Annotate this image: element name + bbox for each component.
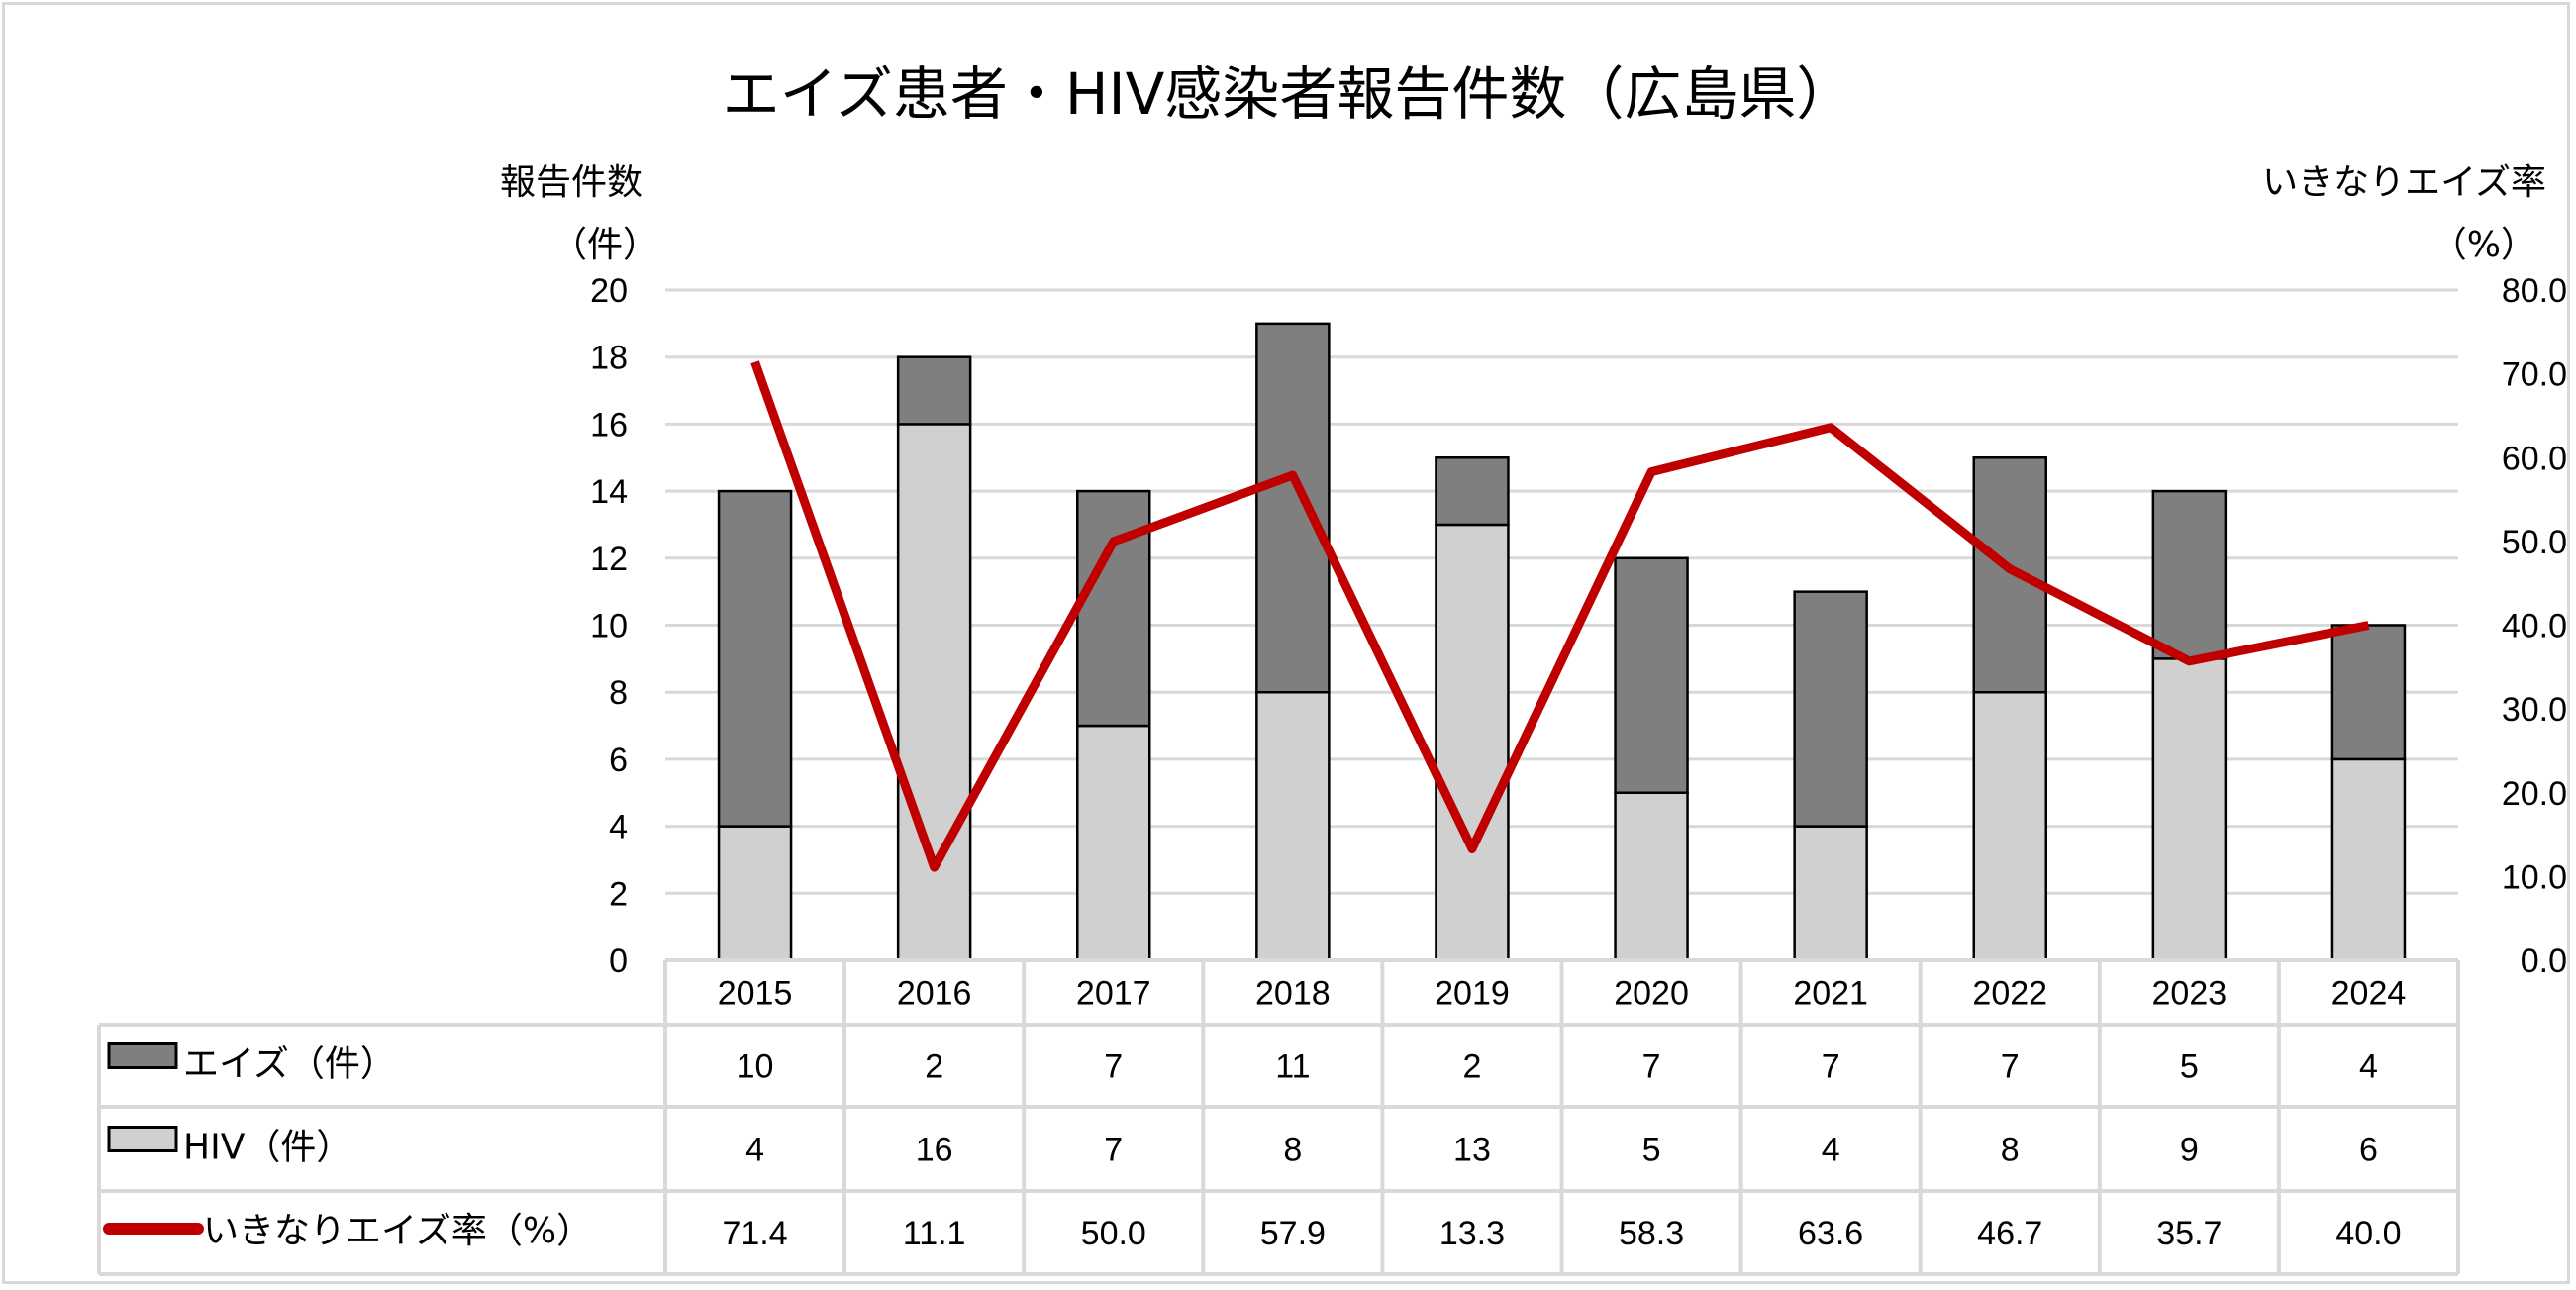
x-tick-label: 2018: [1255, 975, 1331, 1013]
bar-aids-2016: [896, 355, 972, 426]
table-cell: 7: [1104, 1048, 1123, 1086]
y2-tick-label: 80.0: [2502, 272, 2567, 310]
line-ikinari-aids-rate: [750, 360, 2370, 872]
bar-aids-2021: [1793, 590, 1868, 828]
y-tick-label: 4: [609, 809, 628, 846]
x-tick-label: 2016: [897, 975, 972, 1013]
table-cell: 2: [1462, 1048, 1481, 1086]
table-cell: 4: [2359, 1048, 2378, 1086]
table-cell: 7: [1642, 1048, 1661, 1086]
table-cell: 6: [2359, 1132, 2378, 1169]
table-cell: 4: [1822, 1132, 1840, 1169]
bar-aids-2015: [717, 489, 793, 828]
table-cell: 7: [1822, 1048, 1840, 1086]
y2-tick-label: 50.0: [2502, 524, 2567, 561]
y-tick-label: 2: [609, 875, 628, 913]
y-axis-unit: （件）: [551, 225, 659, 265]
table-cell: 7: [2001, 1048, 2020, 1086]
y2-tick-label: 70.0: [2502, 356, 2567, 394]
bar-aids-2023: [2151, 489, 2228, 660]
x-tick-label: 2017: [1076, 975, 1151, 1013]
bar-aids-2020: [1614, 556, 1689, 794]
table-cell: 58.3: [1619, 1215, 1684, 1252]
table-cell: 46.7: [1977, 1215, 2042, 1252]
bar-aids-2017: [1076, 489, 1151, 728]
bar-hiv-2022: [1972, 690, 2047, 962]
x-tick-label: 2020: [1614, 975, 1689, 1013]
legend-label: いきなりエイズ率（%）: [203, 1211, 592, 1251]
y-tick-label: 20: [590, 272, 628, 310]
legend-label: HIV（件）: [183, 1128, 351, 1168]
bar-hiv-2024: [2330, 757, 2407, 962]
y2-axis-unit: （%）: [2430, 225, 2536, 265]
bar-aids-2022: [1972, 456, 2047, 694]
bar-hiv-2019: [1435, 523, 1510, 962]
y-tick-label: 14: [590, 473, 628, 511]
legend-key-aids: [107, 1042, 178, 1069]
table-cell: 9: [2180, 1132, 2199, 1169]
y2-tick-label: 10.0: [2502, 858, 2567, 896]
table-cell: 57.9: [1260, 1215, 1326, 1252]
bar-aids-2018: [1255, 322, 1331, 694]
table-cell: 5: [2180, 1048, 2199, 1086]
bar-hiv-2015: [717, 825, 793, 962]
y2-tick-label: 60.0: [2502, 440, 2567, 477]
bar-hiv-2016: [896, 423, 972, 962]
table-cell: 50.0: [1081, 1215, 1146, 1252]
table-cell: 11.1: [903, 1215, 966, 1252]
y2-axis-label: いきなりエイズ率: [2262, 162, 2546, 203]
table-cell: 10: [737, 1048, 774, 1086]
legend-label: エイズ（件）: [183, 1044, 396, 1085]
bar-aids-2024: [2330, 624, 2407, 761]
table-cell: 63.6: [1798, 1215, 1863, 1252]
y-tick-label: 10: [590, 608, 628, 645]
table-cell: 7: [1104, 1132, 1123, 1169]
y2-tick-label: 0.0: [2521, 943, 2567, 980]
x-tick-label: 2021: [1793, 975, 1868, 1013]
bar-aids-2019: [1435, 456, 1510, 527]
table-cell: 16: [916, 1132, 953, 1169]
bar-hiv-2017: [1076, 724, 1151, 962]
table-cell: 5: [1642, 1132, 1661, 1169]
y-tick-label: 8: [609, 674, 628, 712]
x-tick-label: 2015: [718, 975, 793, 1013]
y2-tick-label: 20.0: [2502, 775, 2567, 813]
table-cell: 40.0: [2335, 1215, 2401, 1252]
y-axis-label: 報告件数: [500, 162, 644, 203]
table-cell: 71.4: [722, 1215, 787, 1252]
x-tick-label: 2022: [1972, 975, 2047, 1013]
table-cell: 35.7: [2156, 1215, 2222, 1252]
bar-hiv-2020: [1614, 791, 1689, 962]
x-tick-label: 2023: [2152, 975, 2228, 1013]
bar-hiv-2023: [2151, 657, 2228, 962]
chart-title: エイズ患者・HIV感染者報告件数（広島県）: [722, 60, 1854, 128]
legend-key-hiv: [107, 1126, 178, 1152]
table-cell: 8: [1283, 1132, 1302, 1169]
table-cell: 13.3: [1439, 1215, 1505, 1252]
y-tick-label: 6: [609, 742, 628, 779]
y2-tick-label: 40.0: [2502, 608, 2567, 645]
y-tick-label: 12: [590, 541, 628, 578]
table-cell: 8: [2001, 1132, 2020, 1169]
table-cell: 2: [925, 1048, 943, 1086]
y2-tick-label: 30.0: [2502, 691, 2567, 729]
x-tick-label: 2024: [2331, 975, 2407, 1013]
table-cell: 4: [745, 1132, 764, 1169]
bar-hiv-2018: [1255, 690, 1331, 962]
table-cell: 11: [1275, 1048, 1310, 1086]
table-cell: 13: [1453, 1132, 1491, 1169]
x-tick-label: 2019: [1435, 975, 1510, 1013]
y-tick-label: 16: [590, 406, 628, 444]
y-tick-label: 0: [609, 943, 628, 980]
y-tick-label: 18: [590, 340, 628, 377]
bar-hiv-2021: [1793, 825, 1868, 962]
